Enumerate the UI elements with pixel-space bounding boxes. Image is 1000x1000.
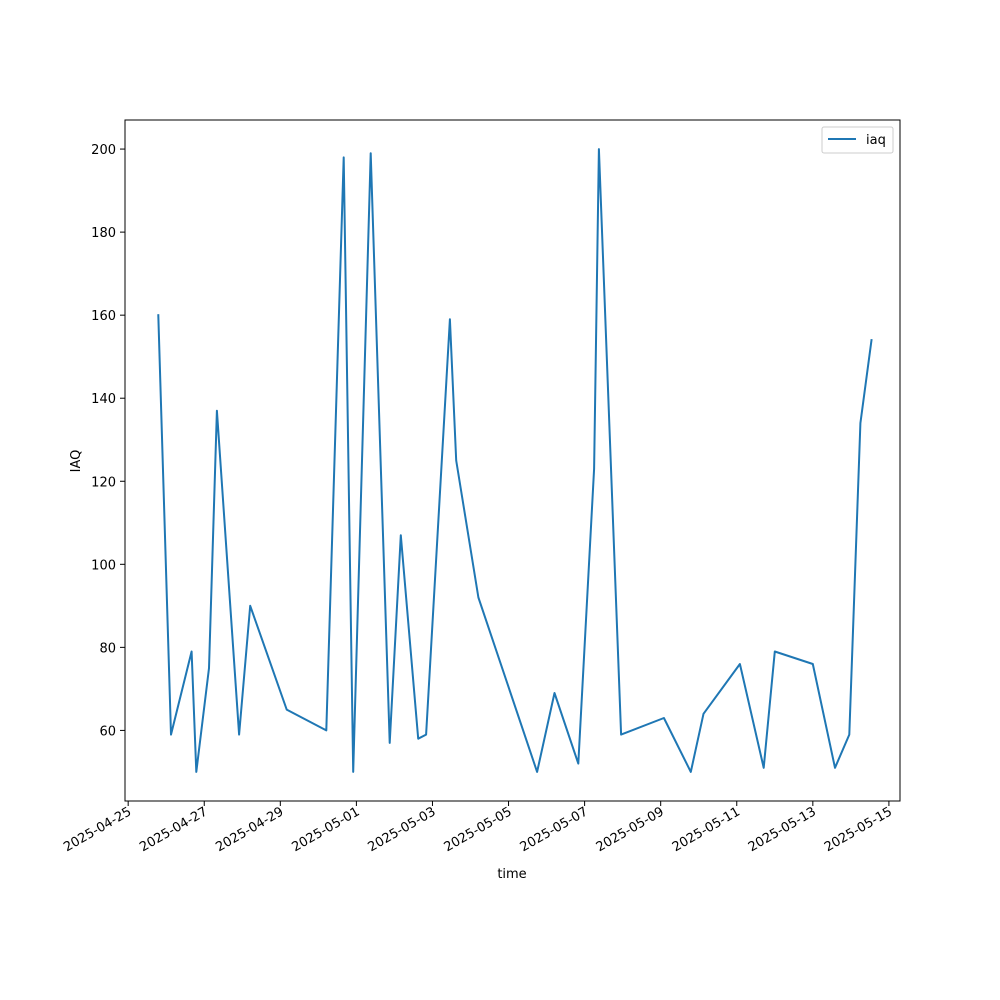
y-tick-label-3: 120 [91,475,116,490]
y-tick-label-2: 100 [91,558,116,573]
legend-label-iaq: iaq [866,133,886,148]
legend: iaq [821,126,894,154]
y-axis-ticks: 60 80 100 120 140 160 180 200 [91,143,125,739]
y-tick-label-0: 60 [99,724,116,739]
plot-layer [157,148,873,773]
y-tick-label-4: 140 [91,392,116,407]
y-tick-label-1: 80 [99,641,116,656]
y-axis-label: IAQ [69,450,84,473]
legend-box [821,126,894,154]
axes-frame [124,119,901,802]
x-axis-label: time [497,867,526,882]
series-line-iaq [157,148,873,773]
y-tick-label-6: 180 [91,226,116,241]
y-tick-label-5: 160 [91,309,116,324]
y-tick-label-7: 200 [91,143,116,158]
